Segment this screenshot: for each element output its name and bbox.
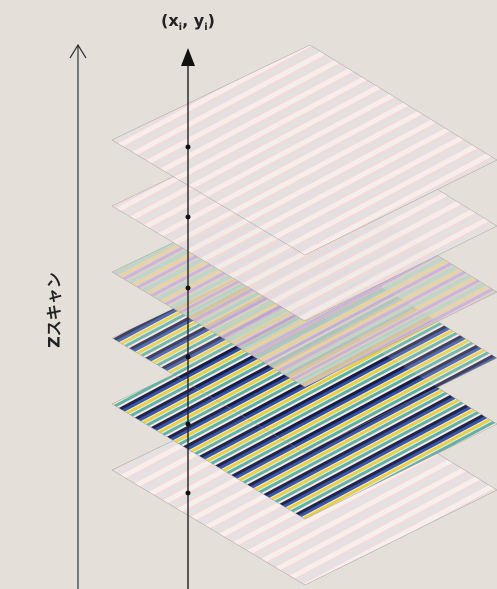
layers	[112, 45, 497, 585]
sample-dot	[186, 145, 191, 150]
point-label: (xi, yi)	[161, 11, 215, 33]
sample-dot	[186, 491, 191, 496]
sample-dot	[186, 422, 191, 427]
sample-dot	[186, 286, 191, 291]
label-part: y	[194, 11, 205, 30]
sample-dot	[186, 355, 191, 360]
label-part: ,	[182, 11, 194, 30]
sample-dot	[186, 215, 191, 220]
label-part: )	[208, 11, 215, 30]
point-arrowhead	[181, 48, 195, 66]
label-part: (	[161, 11, 168, 30]
axis-label: Zスキャン	[45, 272, 64, 348]
page: Zスキャン (xi, yi) (() => { const data = JSO…	[0, 0, 497, 589]
diagram: Zスキャン (xi, yi)	[0, 0, 497, 589]
